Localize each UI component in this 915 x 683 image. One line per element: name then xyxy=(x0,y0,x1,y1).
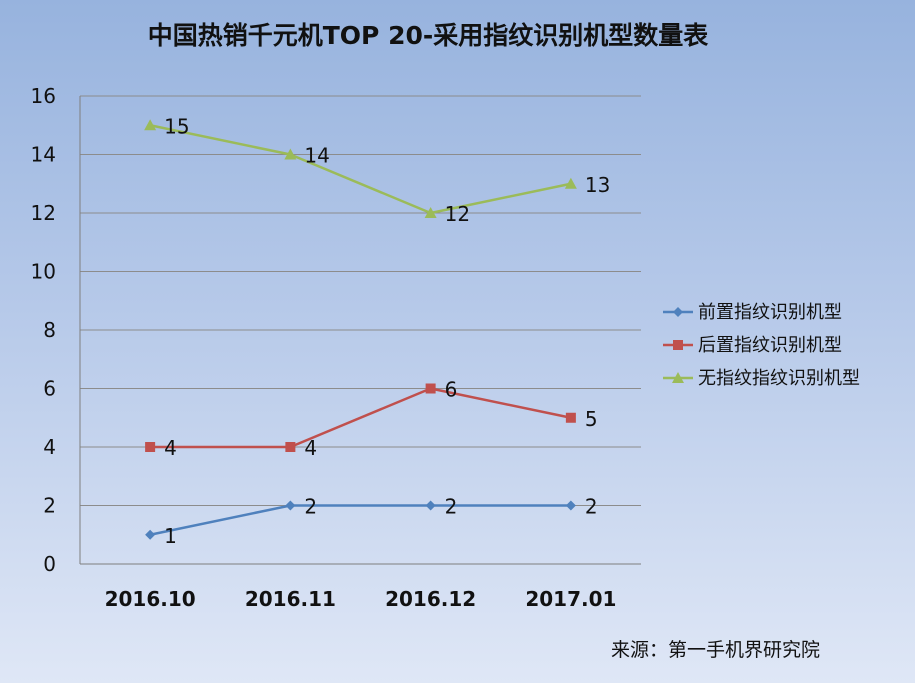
y-tick-label: 10 xyxy=(31,260,56,284)
y-tick-label: 8 xyxy=(43,318,56,342)
y-tick-label: 14 xyxy=(31,143,56,167)
x-tick-label: 2016.11 xyxy=(245,587,336,611)
triangle-marker xyxy=(424,207,437,218)
legend-label: 后置指纹识别机型 xyxy=(698,335,842,356)
y-tick-label: 4 xyxy=(43,435,56,459)
data-label: 4 xyxy=(304,436,317,460)
y-tick-label: 12 xyxy=(31,201,56,225)
y-axis: 0 2 4 6 8 10 12 14 16 xyxy=(31,84,81,576)
triangle-marker xyxy=(144,119,157,131)
square-marker xyxy=(565,412,576,423)
data-label: 5 xyxy=(585,407,598,431)
series-3: 15 14 12 13 xyxy=(144,114,610,226)
series-line xyxy=(149,504,571,536)
square-marker xyxy=(285,442,296,452)
series-line xyxy=(150,387,572,449)
square-marker xyxy=(673,340,683,350)
legend-label: 前置指纹识别机型 xyxy=(698,302,842,323)
data-label: 13 xyxy=(585,173,610,197)
data-label: 12 xyxy=(445,202,470,226)
data-label: 1 xyxy=(164,524,177,548)
legend-item: 后置指纹识别机型 xyxy=(663,335,842,356)
y-tick-label: 0 xyxy=(43,552,56,576)
data-label: 6 xyxy=(445,378,458,402)
series-1: 1 2 2 2 xyxy=(145,495,598,548)
y-tick-label: 16 xyxy=(31,84,56,108)
data-label: 2 xyxy=(585,495,598,519)
diamond-marker xyxy=(673,307,683,317)
series-2: 4 4 6 5 xyxy=(145,378,598,460)
data-label: 14 xyxy=(304,144,329,168)
data-label: 4 xyxy=(164,436,177,460)
triangle-marker xyxy=(284,148,297,160)
y-tick-label: 2 xyxy=(43,494,56,518)
x-tick-label: 2017.01 xyxy=(525,587,616,611)
triangle-marker xyxy=(672,372,684,383)
chart-title: 中国热销千元机TOP 20-采用指纹识别机型数量表 xyxy=(148,21,709,50)
diamond-marker xyxy=(425,500,436,511)
data-label: 2 xyxy=(445,495,458,519)
square-marker xyxy=(145,442,156,452)
y-tick-label: 6 xyxy=(43,377,56,401)
legend-label: 无指纹指纹识别机型 xyxy=(698,368,860,389)
diamond-marker xyxy=(285,500,296,511)
diamond-marker xyxy=(565,500,576,511)
legend-item: 无指纹指纹识别机型 xyxy=(663,368,860,389)
source-note: 来源：第一手机界研究院 xyxy=(611,639,820,661)
legend-item: 前置指纹识别机型 xyxy=(663,302,842,323)
x-tick-label: 2016.10 xyxy=(105,587,196,611)
x-axis: 2016.10 2016.11 2016.12 2017.01 xyxy=(105,587,617,611)
series-line xyxy=(149,124,572,215)
triangle-marker xyxy=(564,177,577,189)
data-label: 15 xyxy=(164,114,189,138)
x-tick-label: 2016.12 xyxy=(385,587,476,611)
diamond-marker xyxy=(145,529,156,540)
data-label: 2 xyxy=(304,495,317,519)
square-marker xyxy=(425,383,436,394)
gridlines xyxy=(80,95,641,565)
